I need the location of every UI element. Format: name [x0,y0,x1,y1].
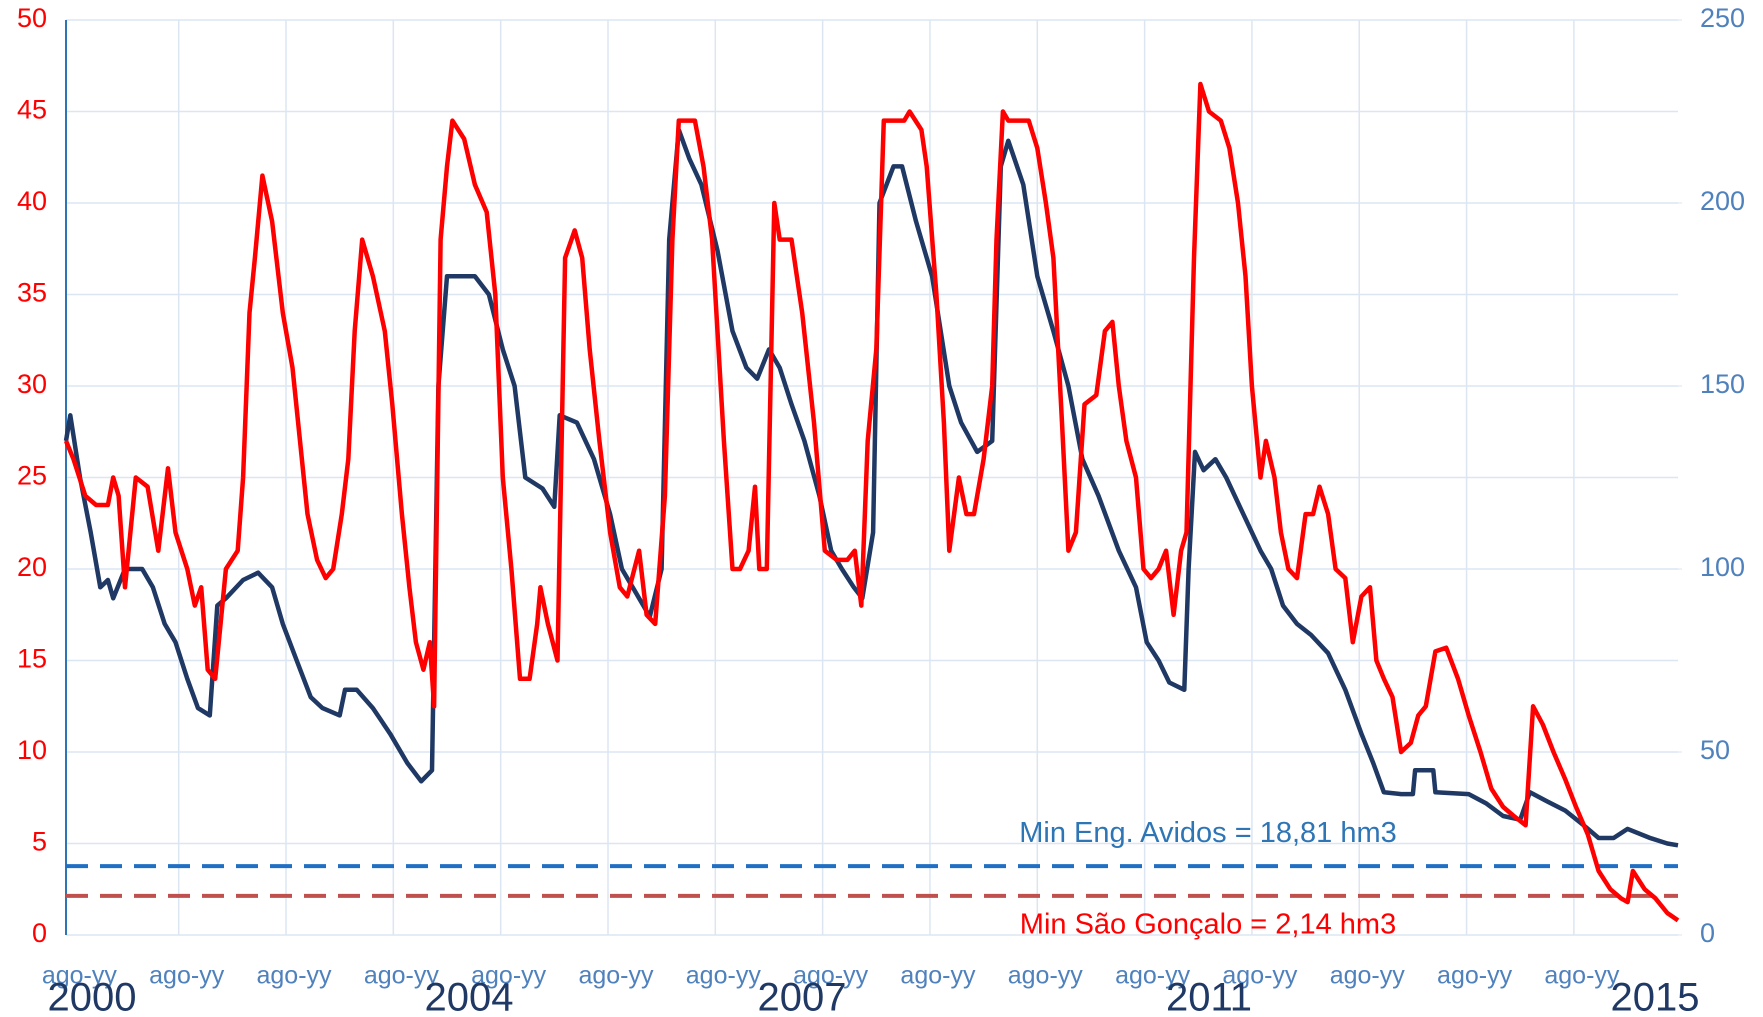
x-tick-label: ago-yy [256,962,332,990]
y2-tick-label: 100 [1700,552,1745,582]
x-tick-label: ago-yy [578,962,654,990]
x-tick-label: ago-yy [1008,962,1084,990]
year-label: 2004 [425,976,514,1017]
y-tick-label: 15 [17,644,47,674]
x-tick-label: ago-yy [793,962,869,990]
y-tick-label: 30 [17,369,47,399]
x-tick-label: ago-yy [686,962,762,990]
x-tick-label: ago-yy [1222,962,1298,990]
y-tick-label: 50 [17,3,47,33]
series-line [63,81,1680,923]
reference-label: Min São Gonçalo = 2,14 hm3 [1020,908,1396,940]
y-tick-label: 25 [17,461,47,491]
year-label: 2011 [1166,976,1252,1017]
y2-tick-label: 250 [1700,3,1745,33]
x-tick-label: ago-yy [471,962,547,990]
y2-tick-label: 50 [1700,735,1730,765]
x-tick-label: ago-yy [1437,962,1513,990]
x-tick-label: ago-yy [1115,962,1191,990]
x-tick-label: ago-yy [900,962,976,990]
x-tick-label: ago-yy [1330,962,1406,990]
x-tick-label: ago-yy [1544,962,1620,990]
y-tick-label: 5 [32,827,47,857]
year-label: 2015 [1611,976,1700,1017]
y-tick-label: 20 [17,552,47,582]
y2-tick-label: 200 [1700,186,1745,216]
year-label: 2000 [48,976,137,1017]
y-tick-label: 35 [17,278,47,308]
y2-tick-label: 150 [1700,369,1745,399]
x-tick-label: ago-yy [149,962,225,990]
y-tick-label: 0 [32,918,47,948]
y2-tick-label: 0 [1700,918,1715,948]
y-tick-label: 40 [17,186,47,216]
x-tick-label: ago-yy [42,962,118,990]
year-label: 2007 [758,976,847,1017]
y-tick-label: 10 [17,735,47,765]
y-tick-label: 45 [17,95,47,125]
series-line [63,127,1679,848]
x-tick-label: ago-yy [364,962,440,990]
reference-label: Min Eng. Avidos = 18,81 hm3 [1019,817,1397,849]
